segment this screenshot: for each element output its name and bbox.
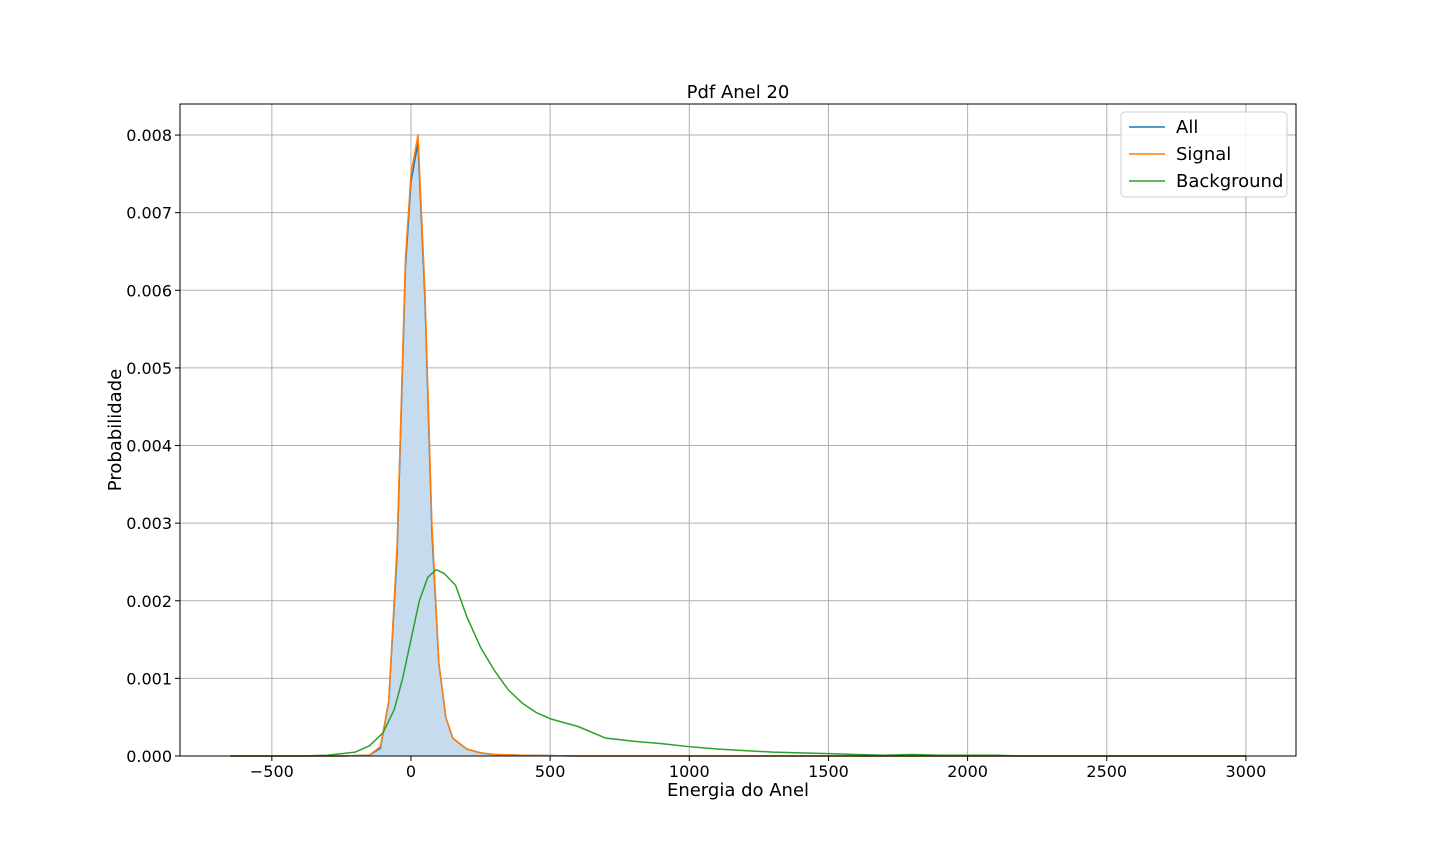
- grid: [180, 104, 1296, 757]
- x-tick-label: 3000: [1226, 762, 1267, 781]
- legend-box: [1120, 111, 1288, 198]
- x-tick-label: −500: [250, 762, 294, 781]
- legend: All Signal Background: [1120, 111, 1288, 198]
- chart-title: Pdf Anel 20: [687, 82, 790, 103]
- x-tick-label: 1000: [669, 762, 710, 781]
- legend-label-signal: Signal: [1176, 144, 1231, 165]
- series-line-signal: [230, 134, 1246, 757]
- x-tick-label: 1500: [808, 762, 849, 781]
- series-line-background: [230, 568, 1246, 757]
- y-tick-label: 0.007: [126, 204, 172, 223]
- y-tick-label: 0.006: [126, 281, 172, 300]
- y-tick-label: 0.000: [126, 747, 172, 766]
- y-tick-label: 0.008: [126, 126, 172, 145]
- x-axis-label: Energia do Anel: [667, 780, 809, 801]
- y-tick-label: 0.002: [126, 592, 172, 611]
- y-tick-label: 0.001: [126, 669, 172, 688]
- legend-label-background: Background: [1176, 171, 1283, 192]
- series-fill-all: [230, 142, 1246, 756]
- y-tick-label: 0.005: [126, 359, 172, 378]
- x-tick-label: 2500: [1086, 762, 1127, 781]
- legend-label-all: All: [1176, 117, 1198, 138]
- fill-layer: [230, 142, 1246, 756]
- x-tick-label: 0: [406, 762, 416, 781]
- y-tick-label: 0.004: [126, 437, 172, 456]
- y-axis-label: Probabilidade: [105, 369, 126, 491]
- series-layer: [230, 134, 1246, 757]
- x-tick-label: 500: [535, 762, 566, 781]
- ticks: −500 0 500 1000 1500 2000 2500 3000 0.000 0.001 0.…: [126, 126, 1266, 781]
- x-tick-label: 2000: [947, 762, 988, 781]
- plot-frame: [179, 103, 1297, 757]
- series-line-all: [230, 142, 1246, 757]
- y-tick-label: 0.003: [126, 514, 172, 533]
